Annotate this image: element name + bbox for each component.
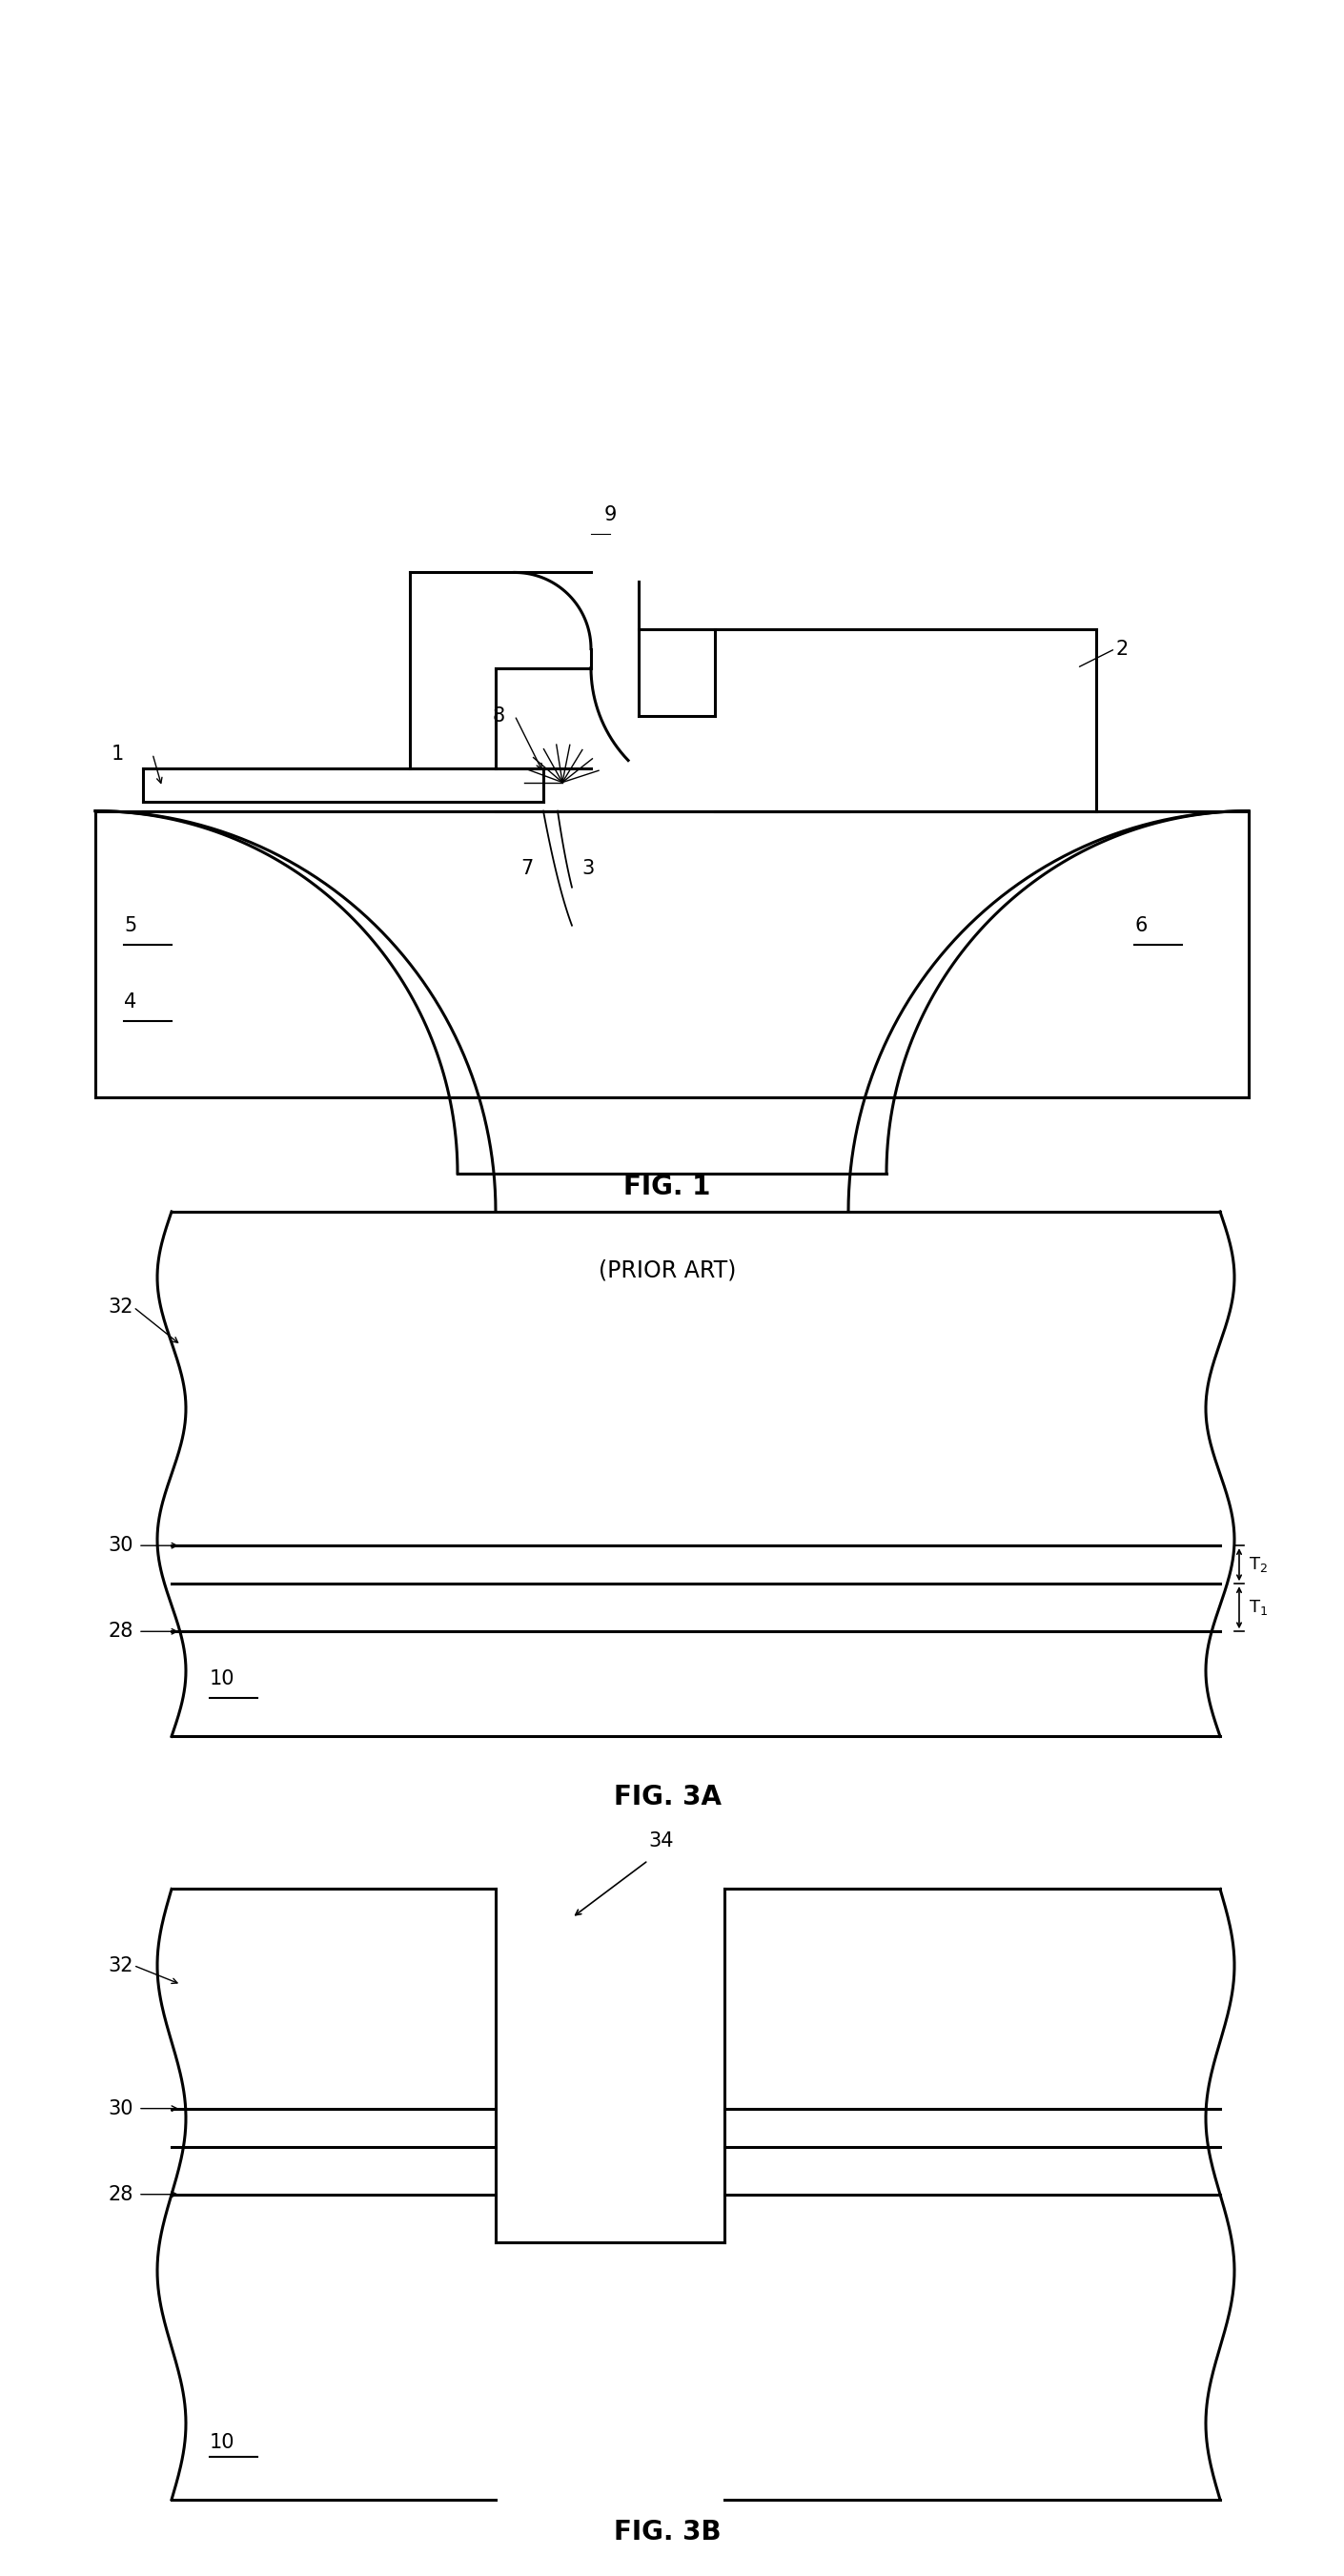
Text: 1: 1 <box>112 744 124 762</box>
Text: 9: 9 <box>603 505 617 526</box>
Text: FIG. 3A: FIG. 3A <box>613 1785 722 1811</box>
Text: 6: 6 <box>1134 917 1146 935</box>
Text: 10: 10 <box>210 1669 235 1690</box>
Text: (PRIOR ART): (PRIOR ART) <box>598 1260 737 1283</box>
Text: 4: 4 <box>124 992 137 1012</box>
Text: FIG. 3B: FIG. 3B <box>614 2519 720 2545</box>
Text: 5: 5 <box>124 917 137 935</box>
Text: 28: 28 <box>109 1623 133 1641</box>
Text: 10: 10 <box>210 2432 235 2452</box>
Text: 34: 34 <box>648 1832 673 1852</box>
Text: 8: 8 <box>493 706 505 724</box>
Text: 2: 2 <box>1116 639 1128 659</box>
Text: 28: 28 <box>109 2184 133 2205</box>
Text: 7: 7 <box>521 858 534 878</box>
Text: 32: 32 <box>108 1955 133 1976</box>
Text: 30: 30 <box>108 2099 133 2117</box>
Text: T$_1$: T$_1$ <box>1249 1597 1267 1618</box>
Text: T$_2$: T$_2$ <box>1249 1556 1267 1574</box>
Text: FIG. 1: FIG. 1 <box>624 1175 711 1200</box>
Text: 32: 32 <box>108 1298 133 1316</box>
Text: 3: 3 <box>582 858 594 878</box>
Text: 30: 30 <box>108 1535 133 1556</box>
